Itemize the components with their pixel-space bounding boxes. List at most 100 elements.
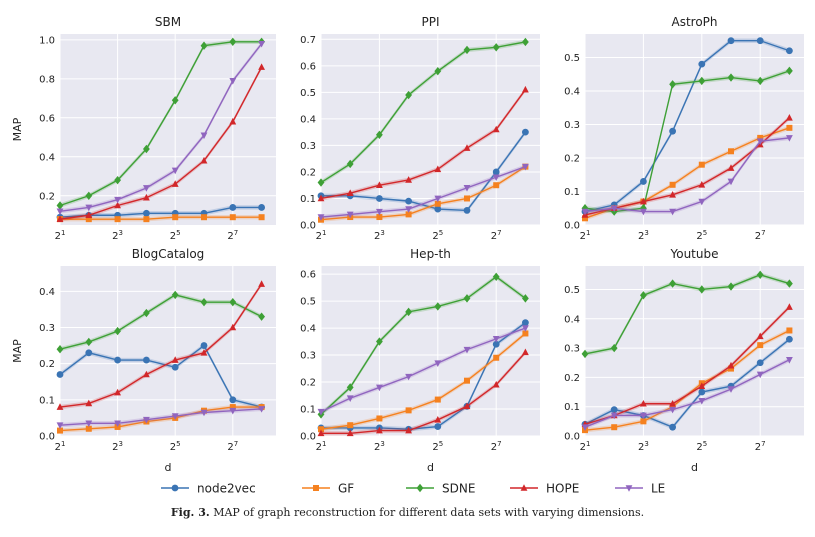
data-point-le: [727, 386, 735, 393]
x-axis-label: d: [691, 461, 698, 474]
data-point-gf: [405, 407, 412, 414]
data-point-hope: [317, 429, 325, 437]
series-band-le: [321, 164, 526, 220]
x-tick-label: 25: [432, 440, 443, 453]
data-point-sdne: [376, 337, 383, 346]
data-point-le: [258, 406, 265, 413]
data-point-sdne: [317, 178, 325, 187]
data-point-sdne: [786, 66, 793, 76]
data-point-sdne: [727, 73, 735, 82]
series-sdne: [581, 270, 793, 359]
data-point-hope: [171, 180, 179, 187]
series-line-hope: [59, 66, 263, 220]
series-line-node2vec: [584, 40, 790, 213]
data-point-le: [669, 406, 676, 414]
legend-label: SDNE: [442, 482, 475, 496]
data-point-node2vec: [698, 60, 706, 68]
data-point-hope: [229, 323, 237, 331]
data-point-hope: [463, 144, 471, 151]
series-line-sdne: [584, 274, 790, 355]
data-point-le: [434, 195, 442, 203]
data-point-le: [200, 132, 208, 140]
panel-title: BlogCatalog: [132, 247, 205, 261]
data-point-le: [640, 412, 647, 420]
data-point-gf: [493, 354, 500, 361]
data-point-sdne: [405, 307, 412, 317]
y-tick-label: 0.7: [300, 35, 316, 46]
x-axis-label: d: [165, 461, 172, 474]
x-tick-label: 21: [316, 440, 327, 453]
data-point-hope: [669, 399, 676, 407]
data-point-hope: [698, 180, 706, 188]
data-point-gf: [376, 415, 383, 422]
data-point-le: [492, 336, 500, 343]
data-point-hope: [522, 85, 529, 93]
data-point-gf: [318, 426, 324, 433]
series-line-gf: [320, 166, 526, 221]
data-point-sdne: [434, 66, 442, 76]
data-point-gf: [434, 396, 441, 403]
series-line-node2vec: [59, 344, 262, 408]
legend-marker-gf: [313, 485, 319, 491]
data-point-gf: [582, 215, 588, 222]
y-tick-label: 0.3: [300, 141, 316, 152]
series-line-node2vec: [59, 206, 262, 218]
legend-label: LE: [651, 482, 665, 496]
data-point-le: [229, 407, 237, 415]
y-tick-label: 0.0: [300, 432, 316, 443]
data-point-node2vec: [640, 178, 647, 185]
data-point-gf: [728, 365, 734, 372]
y-tick-label: 0.4: [300, 324, 316, 335]
series-line-le: [59, 43, 263, 213]
y-tick-label: 0.2: [39, 191, 55, 202]
data-point-sdne: [229, 297, 237, 307]
data-point-node2vec: [756, 37, 764, 45]
series-line-le: [584, 137, 790, 213]
data-point-gf: [434, 200, 441, 207]
data-point-node2vec: [434, 205, 442, 213]
y-tick-label: 0.0: [564, 221, 580, 232]
series-line-sdne: [320, 41, 526, 184]
y-tick-label: 0.5: [300, 297, 316, 308]
data-point-gf: [493, 182, 500, 189]
y-axis-label: MAP: [11, 117, 24, 141]
series-hope: [317, 348, 529, 437]
y-tick-label: 0.6: [39, 113, 55, 124]
data-point-node2vec: [669, 127, 676, 135]
y-tick-label: 0.0: [39, 432, 55, 443]
y-tick-label: 0.1: [300, 194, 316, 205]
panel-title: Youtube: [670, 247, 719, 261]
data-point-le: [317, 214, 325, 221]
caption-label: Fig. 3.: [170, 506, 210, 519]
x-tick-label: 25: [696, 229, 707, 242]
data-point-sdne: [56, 201, 64, 210]
legend-label: HOPE: [546, 482, 579, 496]
panel-blogcatalog: BlogCatalog 0.0 0.1 0.2 0.3 0.4 21 23 25 27 MAP d: [11, 247, 276, 474]
data-point-le: [463, 346, 471, 354]
data-point-hope: [405, 426, 412, 434]
series-line-sdne: [59, 294, 262, 350]
data-point-node2vec: [171, 363, 179, 371]
data-point-gf: [376, 214, 383, 221]
panel-astroph: AstroPh 0.0 0.1 0.2 0.3 0.4 0.5 21 23 25 27: [564, 15, 804, 242]
panel-hep-th: Hep-th 0.0 0.1 0.2 0.3 0.4 0.5 0.6 21 23 25 27 d: [300, 247, 540, 474]
data-point-hope: [317, 194, 325, 202]
series-line-le: [320, 165, 526, 218]
data-point-le: [756, 371, 764, 379]
data-point-sdne: [698, 285, 706, 294]
data-point-hope: [56, 215, 64, 222]
data-point-le: [114, 420, 121, 428]
data-point-sdne: [492, 272, 500, 281]
panel-title: Hep-th: [410, 247, 451, 261]
data-point-sdne: [346, 383, 354, 392]
data-point-node2vec: [463, 207, 471, 214]
data-point-node2vec: [492, 340, 500, 348]
series-line-hope: [320, 89, 526, 200]
data-point-sdne: [114, 175, 121, 185]
series-le: [581, 135, 793, 216]
legend-item-gf: GF: [302, 482, 354, 496]
series-line-gf: [60, 216, 262, 220]
data-point-sdne: [434, 302, 442, 311]
x-tick-label: 27: [755, 440, 766, 453]
data-point-gf: [640, 418, 647, 425]
